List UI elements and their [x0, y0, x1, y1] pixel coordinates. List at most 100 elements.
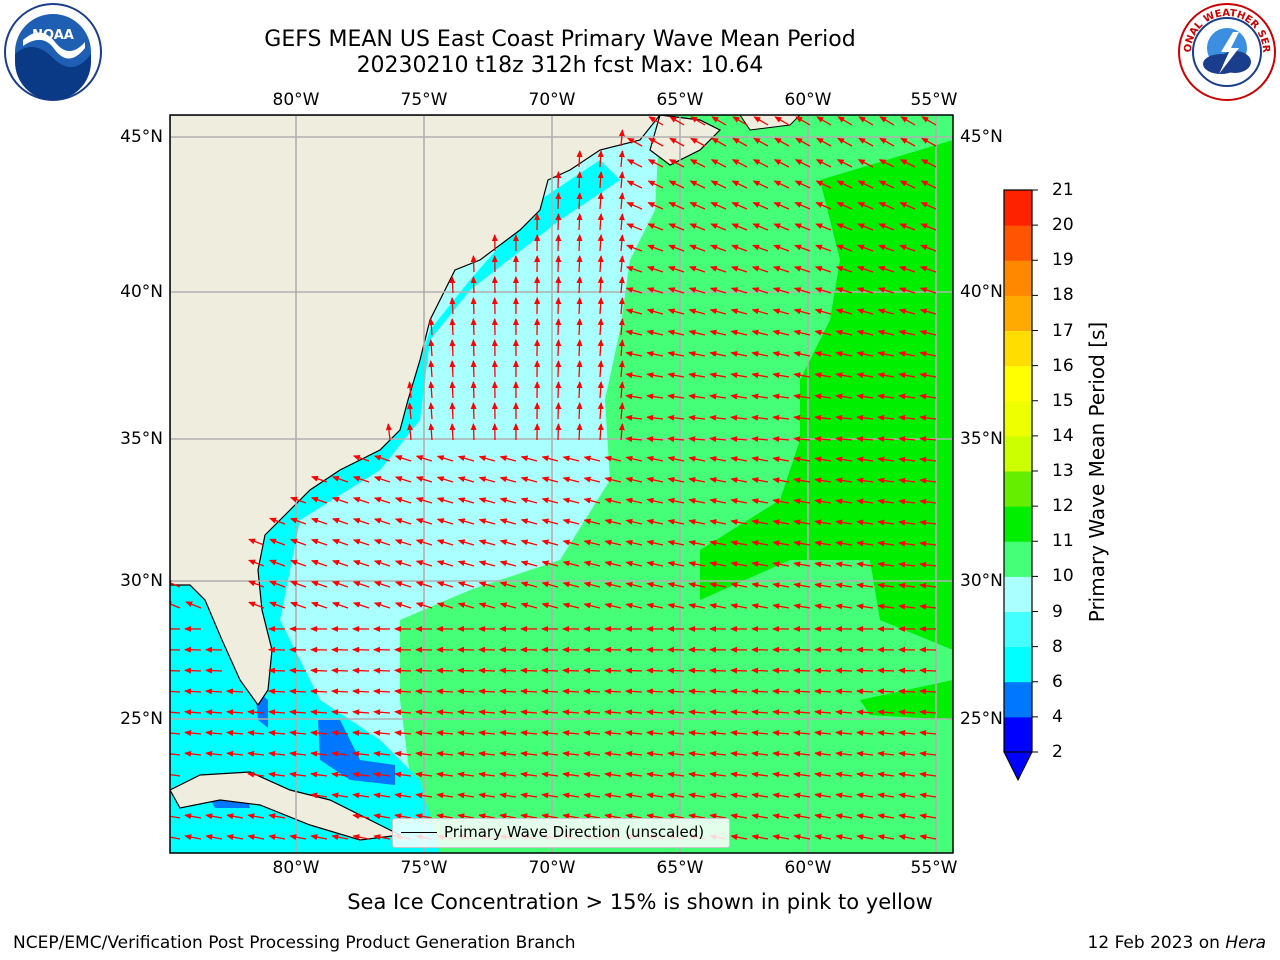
- wave-arrow: [898, 582, 916, 589]
- wave-arrow: [793, 792, 811, 799]
- wave-arrow: [774, 116, 790, 126]
- wave-arrow: [520, 539, 538, 546]
- wave-arrow: [667, 414, 685, 421]
- wave-arrow: [576, 402, 583, 420]
- wave-arrow: [436, 581, 454, 588]
- lat-tick-left-40n: 40°N: [120, 282, 163, 302]
- wave-arrow: [773, 223, 790, 231]
- wave-arrow: [898, 792, 916, 799]
- wave-arrow: [919, 414, 937, 421]
- wave-arrow: [352, 688, 370, 695]
- wave-arrow: [289, 709, 307, 716]
- wave-arrow: [373, 709, 391, 716]
- wave-arrow: [646, 813, 664, 820]
- wave-arrow: [310, 559, 328, 567]
- wave-arrow: [604, 518, 622, 525]
- wave-arrow: [709, 603, 727, 609]
- wave-arrow: [772, 709, 790, 716]
- wave-arrow: [457, 771, 475, 778]
- wave-arrow: [688, 581, 706, 588]
- wave-arrow: [478, 813, 496, 820]
- wave-arrow: [457, 476, 475, 483]
- wave-arrow: [879, 116, 895, 126]
- wave-arrow: [352, 559, 370, 567]
- lat-tick-left-25n: 25°N: [120, 709, 163, 729]
- wave-arrow: [428, 360, 435, 378]
- wave-arrow: [856, 308, 874, 315]
- legend-label: Primary Wave Direction (unscaled): [444, 823, 705, 841]
- wave-arrow: [625, 329, 643, 336]
- wave-arrow: [772, 813, 790, 820]
- wave-arrow: [310, 667, 328, 674]
- wave-arrow: [814, 792, 832, 799]
- footer-date-text: 12 Feb 2023 on: [1087, 933, 1226, 953]
- colorbar-segment: [1004, 295, 1032, 331]
- wave-arrow: [898, 329, 916, 336]
- wave-arrow: [898, 436, 916, 443]
- wave-arrow: [814, 540, 832, 547]
- wave-arrow: [899, 244, 916, 252]
- wave-arrow: [730, 603, 748, 610]
- wave-arrow: [793, 498, 811, 505]
- wave-arrow: [541, 667, 559, 674]
- wave-arrow: [604, 771, 622, 778]
- wave-arrow: [597, 213, 604, 231]
- wave-arrow: [772, 393, 790, 400]
- wave-arrow: [457, 813, 475, 820]
- wave-arrow: [731, 180, 748, 189]
- colorbar-tick-label: 13: [1052, 461, 1074, 481]
- wave-arrow: [836, 159, 853, 168]
- wave-arrow: [793, 561, 811, 568]
- wave-arrow: [669, 137, 685, 147]
- wave-arrow: [626, 202, 643, 210]
- wave-arrow: [688, 602, 706, 609]
- wave-arrow: [478, 667, 496, 674]
- wave-arrow: [394, 667, 412, 674]
- wave-arrow: [688, 350, 706, 357]
- lon-tick-bottom-55w: 55°W: [910, 858, 958, 878]
- wave-arrow: [394, 730, 412, 736]
- wave-arrow: [604, 455, 622, 462]
- wave-arrow: [555, 297, 562, 315]
- wave-arrow: [170, 771, 181, 778]
- wave-arrow: [352, 750, 370, 757]
- wave-arrow: [478, 792, 496, 799]
- wave-arrow: [814, 329, 832, 336]
- wave-arrow: [856, 393, 874, 400]
- wave-arrow: [856, 688, 874, 695]
- wave-arrow: [814, 813, 832, 820]
- wave-arrow: [898, 519, 916, 526]
- wave-arrow: [921, 137, 937, 147]
- noaa-logo: NOAA: [4, 3, 102, 101]
- colorbar-segment: [1004, 471, 1032, 507]
- wave-arrow: [625, 476, 643, 483]
- wave-arrow: [449, 276, 456, 294]
- wave-arrow: [597, 234, 604, 252]
- wave-arrow: [352, 496, 370, 504]
- wave-arrow: [625, 350, 643, 357]
- wave-arrow: [478, 771, 496, 778]
- wave-arrow: [625, 581, 643, 588]
- wave-arrow: [604, 667, 622, 674]
- wave-arrow: [667, 350, 685, 357]
- wave-arrow: [667, 771, 685, 778]
- wave-arrow: [877, 834, 895, 841]
- wave-arrow: [205, 813, 223, 820]
- wave-arrow: [583, 667, 601, 674]
- wave-arrow: [877, 287, 895, 294]
- wave-arrow: [310, 834, 328, 841]
- wave-arrow: [618, 318, 625, 336]
- wave-arrow: [520, 476, 538, 483]
- wave-arrow: [772, 582, 790, 589]
- wave-arrow: [814, 308, 832, 315]
- wave-arrow: [814, 519, 832, 526]
- wave-arrow: [618, 276, 625, 294]
- wave-arrow: [688, 750, 706, 757]
- wave-arrow: [478, 476, 496, 483]
- wave-arrow: [290, 580, 307, 588]
- wave-arrow: [352, 709, 370, 716]
- lon-tick-bottom-60w: 60°W: [784, 858, 832, 878]
- wave-arrow: [772, 456, 790, 463]
- wave-arrow: [407, 381, 414, 399]
- wave-arrow: [751, 519, 769, 526]
